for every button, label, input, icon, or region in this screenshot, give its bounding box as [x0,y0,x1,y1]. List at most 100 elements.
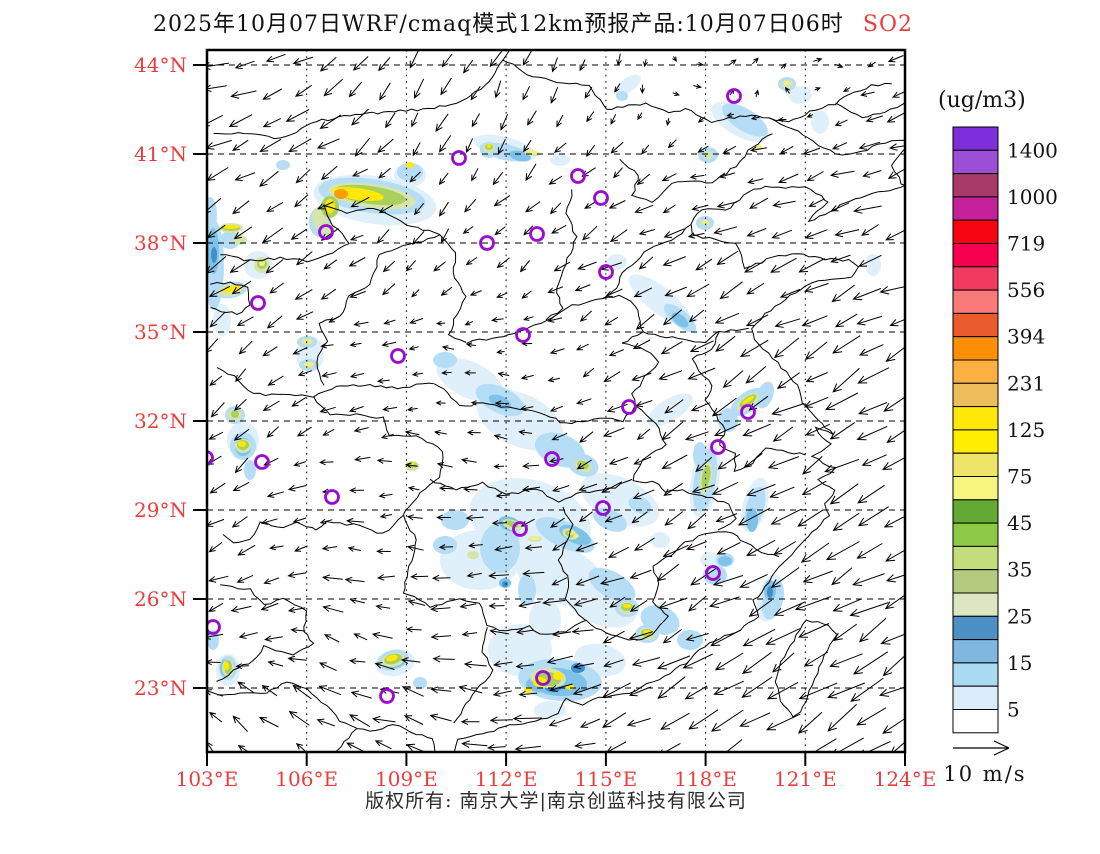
so2-blob [529,598,561,642]
so2-blob [865,254,881,276]
colorbar-cell [952,499,999,524]
city-marker-circle-icon [250,295,266,311]
city-marker-circle-icon [379,688,395,704]
so2-blob [276,160,290,170]
boundary-line [402,515,637,641]
colorbar-tick-label: 5 [1007,698,1020,722]
boundary-line [718,531,780,558]
colorbar-cell [952,312,999,338]
boundary-line [453,627,494,724]
city-marker-circle-icon [451,150,467,166]
so2-blob [259,260,265,266]
so2-blob [568,531,574,535]
colorbar-cell [952,243,999,268]
boundary-line [642,327,749,344]
colorbar-cell [952,452,999,478]
city-markers [207,88,756,704]
city-marker-circle-icon [595,500,611,516]
colorbar-cell [952,592,999,617]
colorbar-tick-label: 125 [1007,418,1045,442]
so2-blob [211,247,217,263]
so2-blob [207,630,219,650]
so2-blob [530,536,540,540]
boundary-line [835,101,905,119]
so2-blob [703,151,713,159]
so2-blob [573,534,579,538]
lon-tick-label: 124°E [874,767,937,791]
colorbar-cell [952,615,999,641]
so2-blob [480,523,520,573]
boundary-line [216,681,357,729]
lon-tick-label: 118°E [674,767,737,791]
so2-blob [488,394,512,410]
boundary-line [316,234,441,386]
colorbar-tick-label: 35 [1007,558,1032,582]
city-marker-circle-icon [515,327,531,343]
colorbar-tick-label: 394 [1007,325,1045,349]
so2-blob [615,74,641,96]
colorbar-cell [952,545,999,571]
lat-tick-label: 26°N [134,587,187,611]
lon-tick-label: 109°E [375,767,438,791]
lon-tick-label: 106°E [275,767,338,791]
city-marker-circle-icon [710,439,726,455]
so2-blob [413,677,427,689]
colorbar-cell [952,429,999,454]
so2-blob [441,510,469,530]
colorbar-cell [952,196,999,221]
wind-vector-field [207,50,905,752]
so2-concentration-shading [207,74,881,719]
colorbar: 1400 1000 719 556 394 231 125 75 45 35 25 15 5 [952,126,1058,734]
city-marker-circle-icon [207,450,214,466]
so2-blob [588,567,636,603]
lon-tick-label: 115°E [575,767,638,791]
colorbar-cell [952,406,999,431]
colorbar-cell [952,173,999,198]
colorbar-tick-label: 556 [1007,278,1045,302]
boundary-line [334,184,905,752]
so2-blob [397,163,423,181]
so2-blob [628,496,652,514]
wind-arrows-path [207,50,905,752]
lat-tick-label: 41°N [134,142,187,166]
so2-blob [220,231,240,249]
city-marker-circle-icon [207,619,221,635]
so2-blob [304,362,314,366]
colorbar-cell [952,149,999,175]
boundary-line [429,478,633,503]
boundary-line [774,619,838,718]
boundary-line [632,405,737,531]
boundary-line [601,223,692,300]
colorbar-tick-label: 25 [1007,604,1032,628]
so2-blob [811,110,829,134]
copyright-text: 版权所有: 南京大学|南京创蓝科技有限公司 [365,790,747,812]
lon-tick-label: 112°E [475,767,538,791]
colorbar-cell [952,266,999,291]
so2-blob [334,189,348,199]
so2-blob [238,441,246,447]
so2-blob [616,91,628,101]
boundary-line [691,331,806,473]
axis-ticks [193,64,906,766]
colorbar-cell [952,569,999,594]
colorbar-tick-label: 15 [1007,651,1032,675]
so2-blob [553,672,563,680]
lat-tick-label: 32°N [134,409,187,433]
city-marker-circle-icon [598,264,614,280]
so2-blob [223,225,239,229]
colorbar-cell [952,359,999,384]
boundary-line [216,584,315,682]
city-marker-circle-icon [535,670,551,686]
so2-blob [467,551,479,559]
so2-blob [222,285,240,293]
boundary-line [220,204,350,263]
so2-blob [718,556,732,566]
so2-blob [703,565,727,585]
so2-blob [502,581,508,587]
so2-blob [244,460,256,480]
boundary-line [619,133,773,203]
colorbar-tick-label: 1400 [1007,138,1058,162]
city-marker-circle-icon [740,404,756,420]
so2-blob [623,604,631,608]
